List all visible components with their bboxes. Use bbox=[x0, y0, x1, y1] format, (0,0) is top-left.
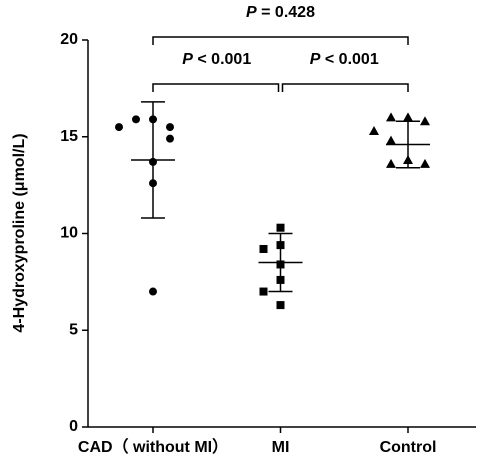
significance-label: P < 0.001 bbox=[310, 51, 379, 68]
x-tick-label: Control bbox=[380, 439, 437, 456]
x-tick-label: MI bbox=[272, 439, 290, 456]
dot bbox=[259, 287, 268, 296]
significance-label: P < 0.001 bbox=[182, 51, 251, 68]
dot bbox=[276, 301, 285, 310]
dot bbox=[386, 135, 396, 145]
x-tick-label: CAD（ without MI） bbox=[78, 438, 228, 456]
dot bbox=[386, 112, 396, 122]
significance-label: P = 0.428 bbox=[246, 4, 315, 21]
y-tick-label: 0 bbox=[69, 418, 78, 435]
significance-bracket bbox=[152, 36, 409, 45]
significance-bracket bbox=[152, 83, 280, 92]
y-tick-label: 5 bbox=[69, 321, 78, 338]
dot bbox=[166, 134, 174, 143]
dot bbox=[386, 158, 396, 168]
dot bbox=[259, 244, 268, 253]
significance-bracket bbox=[281, 83, 409, 92]
dot bbox=[132, 115, 140, 124]
dot bbox=[149, 287, 157, 296]
y-tick-label: 10 bbox=[60, 225, 78, 242]
y-tick-label: 20 bbox=[60, 31, 78, 48]
dot bbox=[403, 112, 413, 122]
dot bbox=[420, 116, 430, 126]
dot bbox=[369, 125, 379, 135]
dot bbox=[115, 123, 123, 132]
y-axis-label: 4-Hydroxyproline (μmol/L) bbox=[11, 133, 28, 332]
dot bbox=[276, 223, 285, 232]
dot bbox=[166, 123, 174, 132]
y-tick-label: 15 bbox=[60, 128, 78, 145]
dot bbox=[420, 158, 430, 168]
